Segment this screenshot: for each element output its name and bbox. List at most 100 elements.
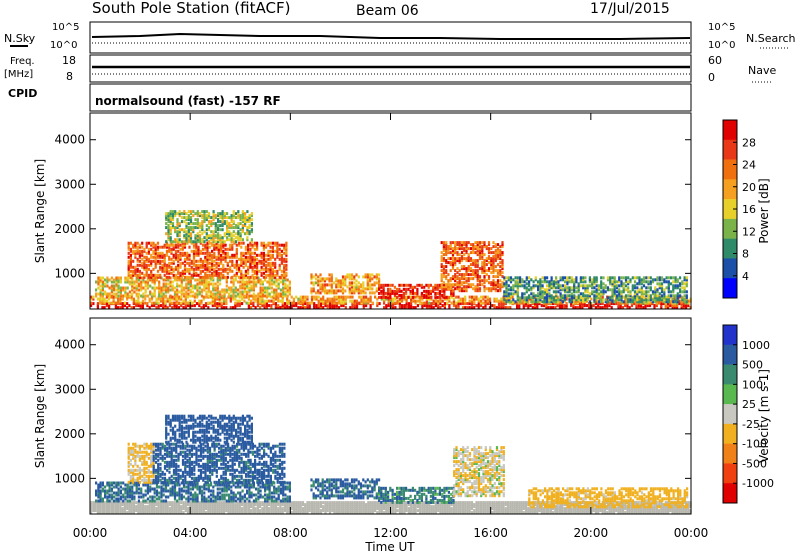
velocity-echo-cell [274, 501, 277, 505]
velocity-echo-cell [130, 501, 133, 505]
power-echo-cell [270, 282, 273, 286]
power-echo-cell [488, 306, 492, 310]
power-echo-cell [176, 218, 179, 222]
power-echo-cell [629, 278, 632, 282]
power-echo-cell [167, 288, 170, 292]
power-echo-cell [276, 243, 279, 247]
power-echo-cell [323, 277, 327, 281]
power-echo-cell [280, 243, 283, 247]
power-echo-cell [183, 269, 187, 273]
velocity-echo-cell [277, 507, 280, 511]
power-echo-cell [243, 284, 246, 288]
power-echo-cell [603, 304, 607, 308]
power-echo-cell [276, 271, 279, 275]
power-echo-cell [680, 306, 683, 310]
velocity-echo-cell [132, 501, 135, 505]
power-echo-cell [467, 285, 470, 289]
power-echo-cell [196, 212, 199, 216]
velocity-echo-cell [101, 501, 104, 505]
power-echo-cell [584, 298, 587, 302]
power-echo-cell [456, 243, 459, 247]
power-echo-cell [153, 290, 156, 294]
power-echo-cell [271, 263, 274, 267]
power-echo-cell [337, 289, 340, 293]
power-echo-cell [217, 261, 220, 265]
velocity-echo-cell [288, 507, 291, 511]
power-echo-cell [335, 279, 338, 283]
power-echo-cell [246, 228, 249, 232]
power-echo-cell [169, 228, 172, 232]
power-echo-cell [271, 249, 274, 253]
power-echo-cell [568, 286, 571, 290]
power-echo-cell [353, 301, 356, 305]
power-echo-cell [683, 278, 686, 282]
power-echo-cell [655, 301, 658, 305]
power-echo-cell [195, 271, 198, 275]
power-echo-cell [308, 306, 311, 310]
velocity-echo-cell [189, 501, 192, 505]
power-echo-cell [216, 280, 219, 284]
power-echo-cell [203, 210, 206, 214]
power-echo-cell [244, 247, 247, 251]
power-echo-cell [244, 259, 247, 263]
power-echo-cell [328, 297, 332, 301]
power-echo-cell [234, 290, 237, 294]
power-echo-cell [678, 299, 681, 303]
power-echo-cell [273, 280, 276, 284]
power-echo-cell [145, 245, 148, 249]
power-echo-cell [532, 284, 535, 288]
power-echo-cell [674, 284, 677, 288]
power-echo-cell [599, 306, 602, 310]
velocity-echo-cell [137, 501, 140, 505]
power-echo-cell [442, 267, 445, 271]
power-echo-cell [543, 280, 546, 284]
power-echo-cell [378, 273, 381, 277]
power-echo-cell [285, 241, 288, 245]
power-echo-cell [283, 245, 286, 249]
power-echo-cell [479, 301, 483, 305]
power-echo-cell [319, 279, 322, 283]
power-echo-cell [183, 234, 186, 238]
power-echo-cell [201, 224, 204, 228]
velocity-echo-cell [168, 509, 172, 513]
power-echo-cell [212, 292, 215, 296]
power-echo-cell [396, 295, 399, 299]
velocity-echo-cell [153, 505, 156, 509]
power-echo-cell [223, 222, 226, 226]
power-echo-cell [115, 292, 118, 296]
power-echo-cell [256, 241, 259, 245]
power-echo-cell [658, 278, 661, 282]
power-echo-cell [620, 276, 623, 280]
power-echo-cell [516, 290, 519, 294]
power-echo-cell [237, 292, 240, 296]
power-echo-cell [235, 226, 238, 230]
velocity-echo-cell [148, 511, 151, 515]
velocity-echo-cell [252, 507, 255, 511]
power-echo-cell [362, 289, 365, 293]
power-echo-cell [494, 285, 497, 289]
velocity-echo-cell [308, 509, 311, 513]
power-echo-cell [192, 243, 196, 247]
power-echo-cell [169, 230, 172, 234]
power-echo-cell [449, 241, 452, 245]
power-echo-cell [201, 226, 204, 230]
power-echo-cell [637, 306, 640, 310]
power-echo-cell [494, 287, 497, 291]
power-echo-cell [341, 279, 345, 283]
power-echo-cell [92, 295, 95, 299]
velocity-echo-cell [211, 509, 214, 513]
power-echo-cell [445, 287, 448, 291]
velocity-echo-cell [223, 507, 226, 511]
power-echo-cell [442, 243, 445, 247]
power-echo-cell [499, 283, 502, 287]
velocity-echo-cell [184, 505, 187, 509]
power-echo-cell [353, 304, 356, 308]
power-echo-cell [421, 304, 424, 308]
power-echo-cell [523, 292, 526, 296]
power-echo-cell [676, 280, 679, 284]
power-echo-cell [631, 300, 634, 304]
power-echo-cell [165, 218, 168, 222]
power-echo-cell [174, 228, 177, 232]
power-echo-cell [153, 304, 156, 308]
power-echo-cell [492, 279, 495, 283]
